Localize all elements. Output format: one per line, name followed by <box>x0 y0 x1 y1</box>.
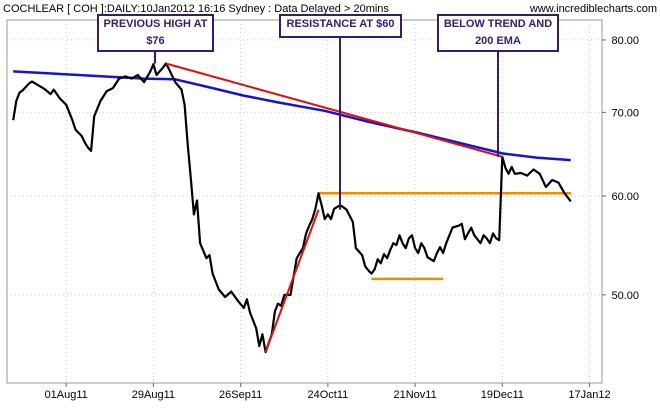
y-tick-layer: 80.00 70.00 60.00 50.00 <box>602 35 639 302</box>
x-tick-label: 19Dec11 <box>481 389 524 401</box>
y-tick-label: 60.00 <box>611 191 639 203</box>
callout-connector-layer <box>154 38 499 210</box>
callout-resistance-line1: RESISTANCE AT $60 <box>286 18 395 30</box>
callout-previous-high-line1: PREVIOUS HIGH AT <box>103 18 208 30</box>
callout-previous-high: PREVIOUS HIGH AT $76 <box>97 14 214 52</box>
ema-series-line <box>13 70 571 162</box>
callout-below-trend-line2: 200 EMA <box>475 35 521 47</box>
uptrend-trendline <box>264 209 320 353</box>
callout-below-trend-line1: BELOW TREND AND <box>443 18 553 30</box>
grid-layer <box>7 20 602 383</box>
x-tick-label: 21Nov11 <box>393 389 436 401</box>
plot-border <box>6 19 603 384</box>
y-tick-label: 80.00 <box>611 35 639 47</box>
x-tick-label: 24Oct11 <box>307 389 348 401</box>
level-layer <box>318 192 571 281</box>
x-tick-label: 01Aug11 <box>45 389 88 401</box>
trendline-layer <box>165 62 503 353</box>
chart-header-title: COCHLEAR [ COH ]:DAILY:10Jan2012 16:16 S… <box>3 3 389 15</box>
site-url: www.incrediblecharts.com <box>529 3 657 15</box>
callout-resistance: RESISTANCE AT $60 <box>279 14 402 38</box>
x-tick-layer: 01Aug11 29Aug11 26Sep11 24Oct11 21Nov11 19Dec… <box>45 383 611 401</box>
series-layer <box>12 62 572 354</box>
downtrend-trendline <box>165 62 503 158</box>
x-tick-label: 26Sep11 <box>219 389 262 401</box>
callout-below-trend: BELOW TREND AND 200 EMA <box>437 14 559 52</box>
y-tick-label: 70.00 <box>611 107 639 119</box>
price-series-line <box>12 62 572 354</box>
x-tick-label: 17Jan12 <box>568 389 610 401</box>
callout-previous-high-line2: $76 <box>146 35 165 47</box>
y-tick-label: 50.00 <box>611 290 639 302</box>
x-tick-label: 29Aug11 <box>132 389 175 401</box>
